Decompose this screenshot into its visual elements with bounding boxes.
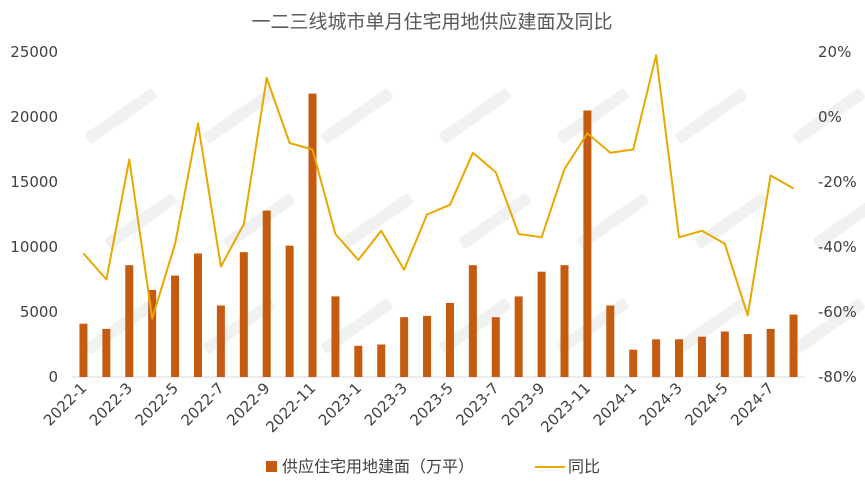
watermark <box>321 88 393 144</box>
watermark <box>223 193 295 249</box>
yoy-line <box>82 54 794 320</box>
y-left-tick-label: 15000 <box>10 173 58 191</box>
legend-label-line: 同比 <box>568 457 600 476</box>
y-right-tick-label: -20% <box>818 173 857 191</box>
x-tick-label: 2023-11 <box>537 379 594 436</box>
y-left-tick-label: 0 <box>48 368 58 386</box>
x-tick-label: 2022-1 <box>40 379 90 429</box>
x-tick-label: 2023-5 <box>406 379 456 429</box>
bar <box>743 334 752 377</box>
bar <box>171 275 180 377</box>
bar <box>239 252 248 377</box>
bar <box>697 336 706 377</box>
watermark <box>813 193 865 249</box>
x-tick-label: 2024-1 <box>590 379 640 429</box>
y-right-tick-label: 20% <box>818 43 851 61</box>
x-tick-label: 2023-7 <box>452 379 502 429</box>
watermark <box>793 298 865 354</box>
x-tick-label: 2024-3 <box>636 379 686 429</box>
watermark <box>695 193 767 249</box>
y-right-tick-label: -60% <box>818 303 857 321</box>
bar <box>125 265 134 377</box>
watermark <box>439 88 511 144</box>
bar <box>354 345 363 377</box>
bar <box>468 265 477 377</box>
bar <box>491 317 500 377</box>
watermark <box>577 193 649 249</box>
legend: 供应住宅用地建面（万平） 同比 <box>266 457 600 476</box>
bar <box>400 317 409 377</box>
y-left-tick-label: 25000 <box>10 43 58 61</box>
legend-swatch-bar <box>266 461 277 472</box>
watermark <box>203 88 275 144</box>
bar <box>423 315 432 377</box>
bar <box>537 271 546 377</box>
bar-series <box>79 93 798 377</box>
x-tick-label: 2024-5 <box>681 379 731 429</box>
x-tick-label: 2022-5 <box>132 379 182 429</box>
bar <box>560 265 569 377</box>
y-left-tick-label: 10000 <box>10 238 58 256</box>
watermark <box>341 193 413 249</box>
x-tick-label: 2024-7 <box>727 379 777 429</box>
bar <box>308 93 317 377</box>
watermark <box>105 193 177 249</box>
watermark <box>85 298 157 354</box>
bar <box>629 349 638 377</box>
watermark <box>459 193 531 249</box>
bar <box>216 305 225 377</box>
bar <box>652 339 661 377</box>
watermark <box>793 88 865 144</box>
watermark <box>675 88 747 144</box>
bar <box>262 210 271 377</box>
x-tick-label: 2022-11 <box>262 379 319 436</box>
bar <box>331 296 340 377</box>
bar <box>193 253 202 377</box>
x-tick-label: 2023-3 <box>361 379 411 429</box>
y-left-tick-label: 5000 <box>20 303 58 321</box>
bar <box>148 289 157 377</box>
chart-title: 一二三线城市单月住宅用地供应建面及同比 <box>251 11 612 33</box>
bar <box>445 302 454 377</box>
bar <box>766 328 775 377</box>
bar <box>789 314 798 377</box>
watermark <box>85 88 157 144</box>
x-tick-label: 2022-3 <box>86 379 136 429</box>
y-right-tick-label: -80% <box>818 368 857 386</box>
bar <box>514 296 523 377</box>
y-right-tick-label: 0% <box>818 108 842 126</box>
bar <box>675 339 684 377</box>
bar <box>377 344 386 377</box>
bar <box>79 323 88 377</box>
watermark <box>557 88 629 144</box>
y-right-tick-label: -40% <box>818 238 857 256</box>
watermark <box>675 298 747 354</box>
x-tick-label: 2022-7 <box>177 379 227 429</box>
line-series <box>82 54 794 320</box>
legend-label-bar: 供应住宅用地建面（万平） <box>282 457 474 476</box>
bar <box>583 110 592 377</box>
bar <box>102 328 111 377</box>
y-left-tick-label: 20000 <box>10 108 58 126</box>
bar <box>285 245 294 377</box>
bar <box>606 305 615 377</box>
x-tick-label: 2023-1 <box>315 379 365 429</box>
bar <box>720 331 729 377</box>
